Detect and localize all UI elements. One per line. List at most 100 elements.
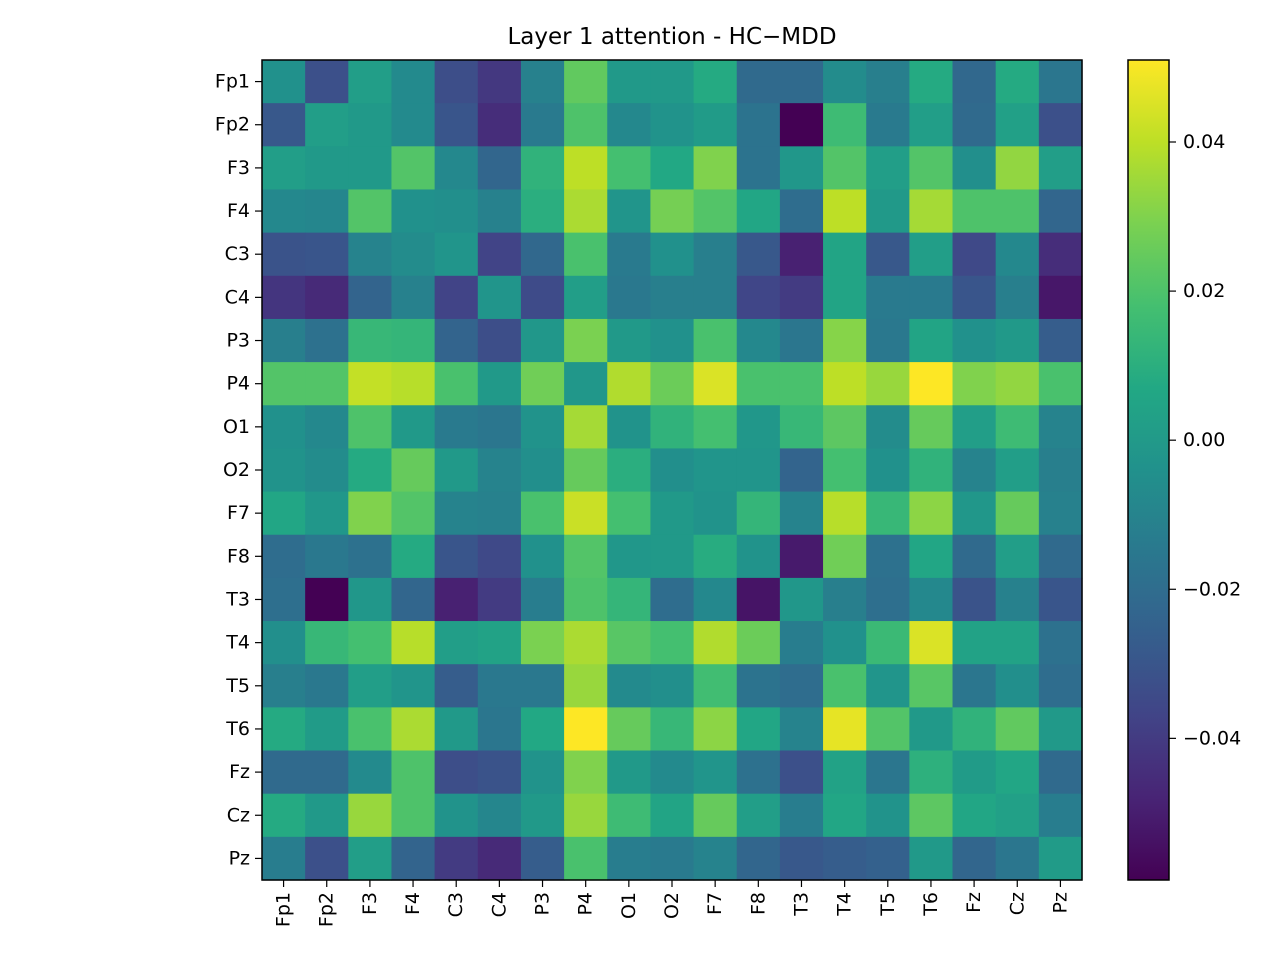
heatmap-cell-F7-O2 xyxy=(650,491,695,536)
heatmap-cell-F4-F4 xyxy=(391,189,436,234)
heatmap-cell-C3-T3 xyxy=(779,232,824,277)
heatmap-cell-F7-C3 xyxy=(434,491,479,536)
colorbar-gradient xyxy=(1127,59,1170,881)
heatmap-cell-T5-T4 xyxy=(823,664,867,708)
heatmap-cell-F7-T3 xyxy=(779,491,824,536)
heatmap-cell-F4-C3 xyxy=(434,189,479,234)
heatmap-cell-C4-O2 xyxy=(650,275,695,320)
heatmap-cell-O2-O2 xyxy=(650,448,695,493)
heatmap-cell-P3-F3 xyxy=(348,318,393,363)
heatmap-cell-Fz-F7 xyxy=(693,750,738,795)
x-tick-label-T3: T3 xyxy=(790,892,812,917)
x-tick-label-F7: F7 xyxy=(704,892,726,915)
colorbar-tick-label: −0.04 xyxy=(1183,727,1241,749)
heatmap-cell-T5-Fz xyxy=(952,664,997,708)
heatmap-cell-O1-P4 xyxy=(564,405,608,450)
heatmap-cell-P4-C3 xyxy=(434,362,479,406)
heatmap-cell-Fp2-P4 xyxy=(564,103,608,147)
heatmap-cell-O2-C4 xyxy=(477,448,522,493)
heatmap-cell-O1-O2 xyxy=(650,405,695,450)
heatmap-cell-O2-F7 xyxy=(693,448,738,493)
heatmap-cell-T4-O1 xyxy=(607,621,652,665)
heatmap-cell-C3-P3 xyxy=(520,232,565,277)
heatmap-cell-F3-F3 xyxy=(348,146,393,191)
heatmap-cell-T5-P4 xyxy=(564,664,608,708)
heatmap-cell-O2-T3 xyxy=(779,448,824,493)
heatmap-cell-Pz-C3 xyxy=(434,836,479,881)
heatmap-cell-P4-T5 xyxy=(866,362,910,406)
heatmap-cell-P4-P4 xyxy=(564,362,608,406)
heatmap-cell-O1-P3 xyxy=(520,405,565,450)
heatmap-cell-O2-F4 xyxy=(391,448,436,493)
heatmap-cell-Fp1-O2 xyxy=(650,60,695,104)
x-tick-label-Fp1: Fp1 xyxy=(273,892,295,927)
heatmap-cell-T6-Fp2 xyxy=(305,707,349,752)
heatmap-cell-F8-C4 xyxy=(477,534,522,579)
heatmap-cell-Fz-F4 xyxy=(391,750,436,795)
heatmap-cell-F7-P3 xyxy=(520,491,565,536)
heatmap-cell-F7-F7 xyxy=(693,491,738,536)
heatmap-cell-F7-P4 xyxy=(564,491,608,536)
colorbar-tick-label: 0.04 xyxy=(1183,131,1225,153)
heatmap-cell-Fp1-T4 xyxy=(823,60,867,104)
heatmap-cell-T4-T5 xyxy=(866,621,910,665)
heatmap-cell-P3-P3 xyxy=(520,318,565,363)
heatmap-cell-T3-P4 xyxy=(564,577,608,622)
heatmap-cell-Pz-T6 xyxy=(909,836,954,881)
heatmap-cell-O2-Cz xyxy=(995,448,1040,493)
heatmap-cell-Pz-T5 xyxy=(866,836,910,881)
heatmap-cell-Fz-C4 xyxy=(477,750,522,795)
heatmap-cell-T5-Fp2 xyxy=(305,664,349,708)
heatmap-cell-T3-F7 xyxy=(693,577,738,622)
heatmap-cell-Cz-C4 xyxy=(477,793,522,838)
heatmap-cell-Cz-Fz xyxy=(952,793,997,838)
heatmap-cell-F4-C4 xyxy=(477,189,522,234)
heatmap-cell-C4-O1 xyxy=(607,275,652,320)
heatmap-cell-P4-Fz xyxy=(952,362,997,406)
heatmap-cell-O2-C3 xyxy=(434,448,479,493)
heatmap-cell-Fp2-F7 xyxy=(693,103,738,147)
heatmap-cell-C4-C4 xyxy=(477,275,522,320)
heatmap-cell-T5-O1 xyxy=(607,664,652,708)
heatmap-cell-F4-Fp2 xyxy=(305,189,349,234)
heatmap-cell-P4-T6 xyxy=(909,362,954,406)
heatmap-cell-O2-Fp1 xyxy=(262,448,306,493)
heatmap-cell-C3-Fz xyxy=(952,232,997,277)
y-tick-label-T3: T3 xyxy=(225,588,250,610)
heatmap-cell-P3-O2 xyxy=(650,318,695,363)
heatmap-cell-F8-Cz xyxy=(995,534,1040,579)
heatmap-cell-Fp2-F4 xyxy=(391,103,436,147)
heatmap-cell-C3-T6 xyxy=(909,232,954,277)
y-tick-label-F8: F8 xyxy=(227,545,250,567)
heatmap-cell-Fz-Pz xyxy=(1038,750,1083,795)
heatmap-cell-Fp2-T3 xyxy=(779,103,824,147)
heatmap-cell-C3-P4 xyxy=(564,232,608,277)
heatmap-cell-T6-F8 xyxy=(736,707,781,752)
heatmap-cell-C3-T4 xyxy=(823,232,867,277)
heatmap-cell-T3-T3 xyxy=(779,577,824,622)
heatmap-cell-F8-C3 xyxy=(434,534,479,579)
heatmap-cell-T4-T4 xyxy=(823,621,867,665)
heatmap-cell-Fp1-Fp1 xyxy=(262,60,306,104)
heatmap-cell-P4-F7 xyxy=(693,362,738,406)
heatmap-cell-F4-F3 xyxy=(348,189,393,234)
y-tick-label-Fp1: Fp1 xyxy=(215,71,250,93)
heatmap-cell-F3-F7 xyxy=(693,146,738,191)
heatmap-cell-F4-P3 xyxy=(520,189,565,234)
y-tick-label-F4: F4 xyxy=(227,200,250,222)
y-tick-label-C3: C3 xyxy=(225,243,250,265)
heatmap-cell-T5-C4 xyxy=(477,664,522,708)
heatmap-cell-Cz-F7 xyxy=(693,793,738,838)
y-tick-label-T6: T6 xyxy=(225,718,250,740)
x-tick-label-Fp2: Fp2 xyxy=(316,892,338,927)
heatmap-cell-Fz-Fz xyxy=(952,750,997,795)
heatmap-cell-F3-O2 xyxy=(650,146,695,191)
y-tick-label-C4: C4 xyxy=(225,286,250,308)
heatmap-cell-T6-Cz xyxy=(995,707,1040,752)
heatmap-cell-C4-P4 xyxy=(564,275,608,320)
heatmap-cell-T3-O2 xyxy=(650,577,695,622)
heatmap-cell-T4-Cz xyxy=(995,621,1040,665)
heatmap-cell-F7-F3 xyxy=(348,491,393,536)
heatmap-cell-P3-T5 xyxy=(866,318,910,363)
heatmap-cell-Pz-Fz xyxy=(952,836,997,881)
